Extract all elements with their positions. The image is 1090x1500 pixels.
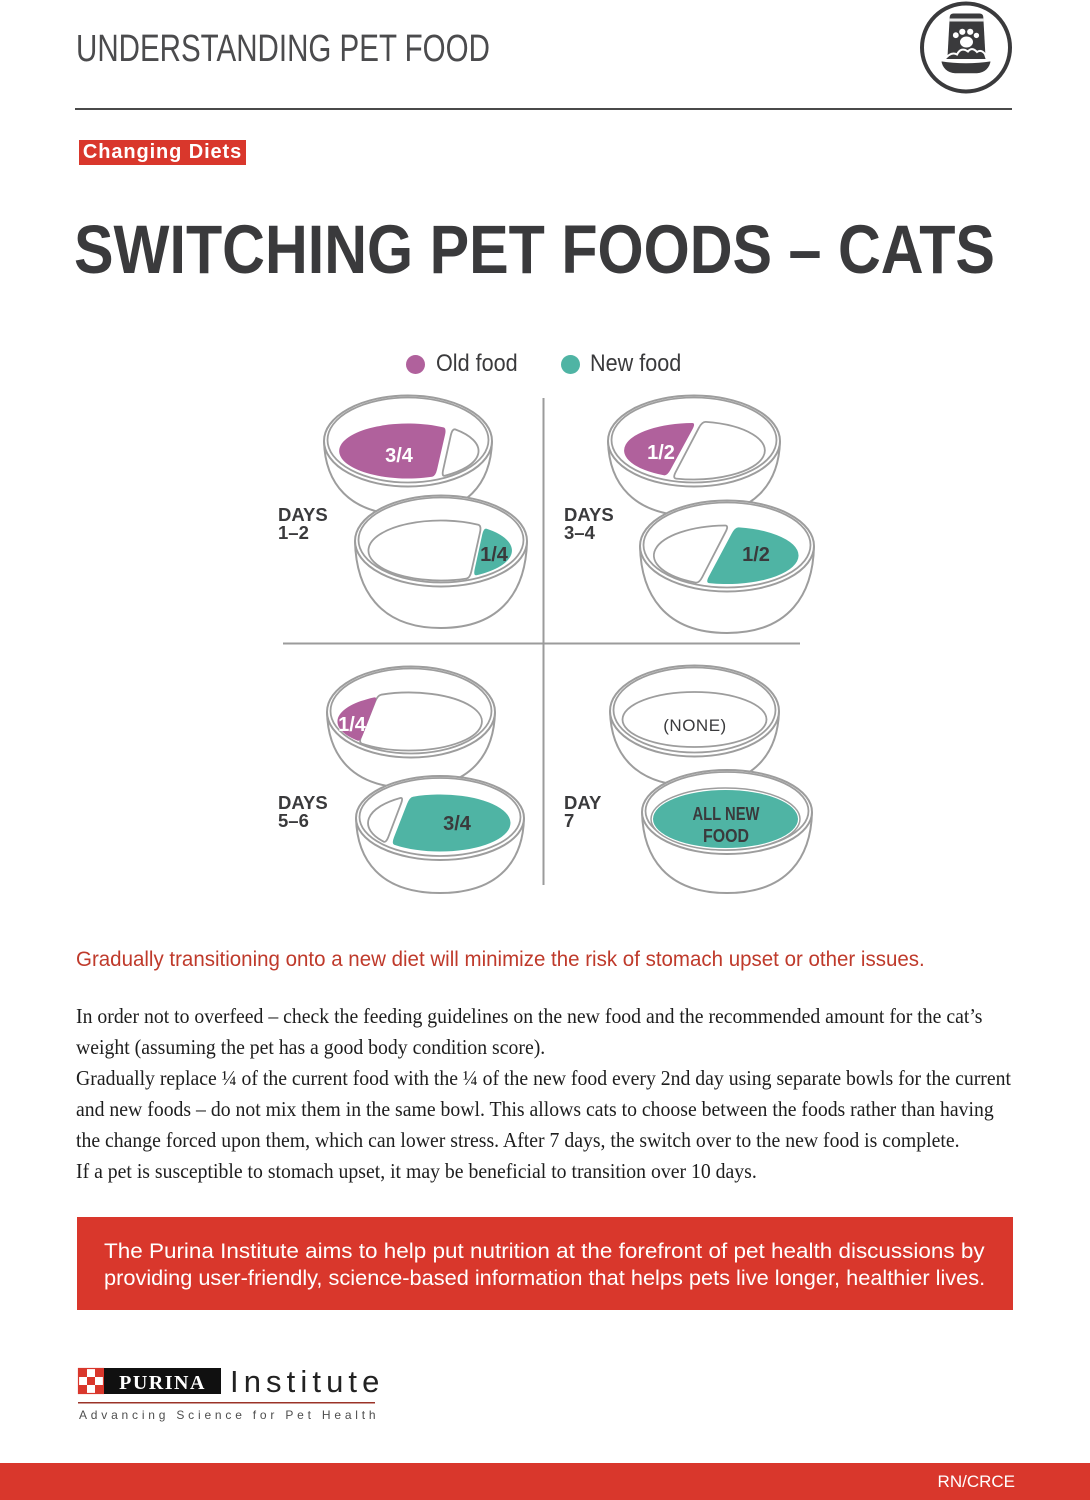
svg-text:1/2: 1/2: [742, 544, 770, 566]
svg-text:3/4: 3/4: [443, 813, 472, 835]
svg-text:FOOD: FOOD: [703, 826, 749, 846]
svg-text:1/4: 1/4: [338, 714, 367, 736]
svg-text:(NONE): (NONE): [663, 716, 726, 735]
svg-text:Advancing Science for Pet Heal: Advancing Science for Pet Health: [79, 1408, 379, 1422]
svg-text:PURINA: PURINA: [119, 1372, 206, 1394]
svg-text:3/4: 3/4: [385, 445, 414, 467]
svg-text:ALL NEW: ALL NEW: [693, 804, 760, 824]
svg-text:1/2: 1/2: [647, 442, 675, 464]
svg-text:Institute: Institute: [230, 1364, 384, 1399]
svg-text:1/4: 1/4: [480, 544, 509, 566]
